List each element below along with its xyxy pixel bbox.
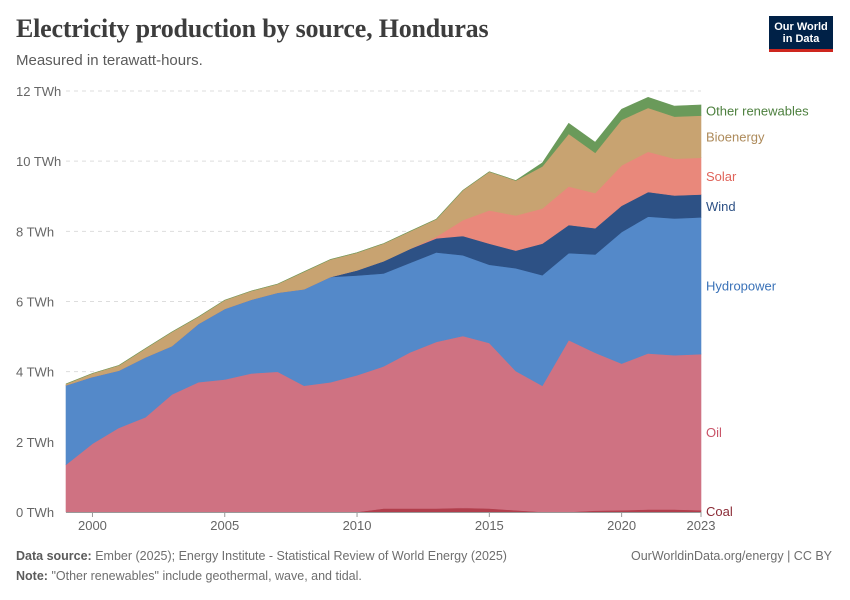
x-tick-label: 2015 [475, 518, 504, 533]
x-tick-label: 2010 [343, 518, 372, 533]
series-areas [65, 96, 702, 513]
series-labels: Coal Oil Hydropower Wind Solar Bioenergy Other… [706, 103, 809, 519]
y-tick-label: 8 TWh [16, 224, 54, 239]
note-text: "Other renewables" include geothermal, w… [51, 569, 362, 583]
y-tick-label: 0 TWh [16, 505, 54, 520]
series-label-other-renewables[interactable]: Other renewables [706, 103, 809, 118]
logo-line-2: in Data [782, 33, 820, 45]
area-other-renewables[interactable] [65, 96, 702, 385]
note-label: Note: [16, 569, 48, 583]
data-source-label: Data source: [16, 549, 92, 563]
data-source-text: Ember (2025); Energy Institute - Statist… [95, 549, 507, 563]
series-label-bioenergy[interactable]: Bioenergy [706, 130, 765, 145]
x-tick-label: 2000 [78, 518, 107, 533]
y-tick-label: 12 TWh [16, 84, 61, 99]
series-label-hydropower[interactable]: Hydropower [706, 279, 777, 294]
data-source: Data source: Ember (2025); Energy Instit… [16, 549, 507, 563]
chart-note: Note: "Other renewables" include geother… [16, 569, 362, 583]
series-label-wind[interactable]: Wind [706, 199, 736, 214]
y-tick-label: 6 TWh [16, 295, 54, 310]
series-label-oil[interactable]: Oil [706, 425, 722, 440]
y-tick-label: 10 TWh [16, 154, 61, 169]
chart-title: Electricity production by source, Hondur… [16, 14, 489, 43]
series-label-coal[interactable]: Coal [706, 504, 733, 519]
series-label-solar[interactable]: Solar [706, 169, 737, 184]
credit-link[interactable]: OurWorldinData.org/energy | CC BY [630, 549, 832, 563]
x-tick-label: 2020 [607, 518, 636, 533]
y-tick-label: 4 TWh [16, 365, 54, 380]
y-tick-label: 2 TWh [16, 435, 54, 450]
chart-subtitle: Measured in terawatt-hours. [16, 52, 203, 69]
logo-line-1: Our World [774, 21, 828, 33]
x-tick-label: 2023 [687, 518, 716, 533]
owid-logo[interactable]: Our World in Data [769, 16, 833, 52]
x-tick-label: 2005 [210, 518, 239, 533]
axes: 0 TWh 2 TWh 4 TWh 6 TWh 8 TWh 10 TWh 12 TWh 200… [16, 84, 715, 533]
